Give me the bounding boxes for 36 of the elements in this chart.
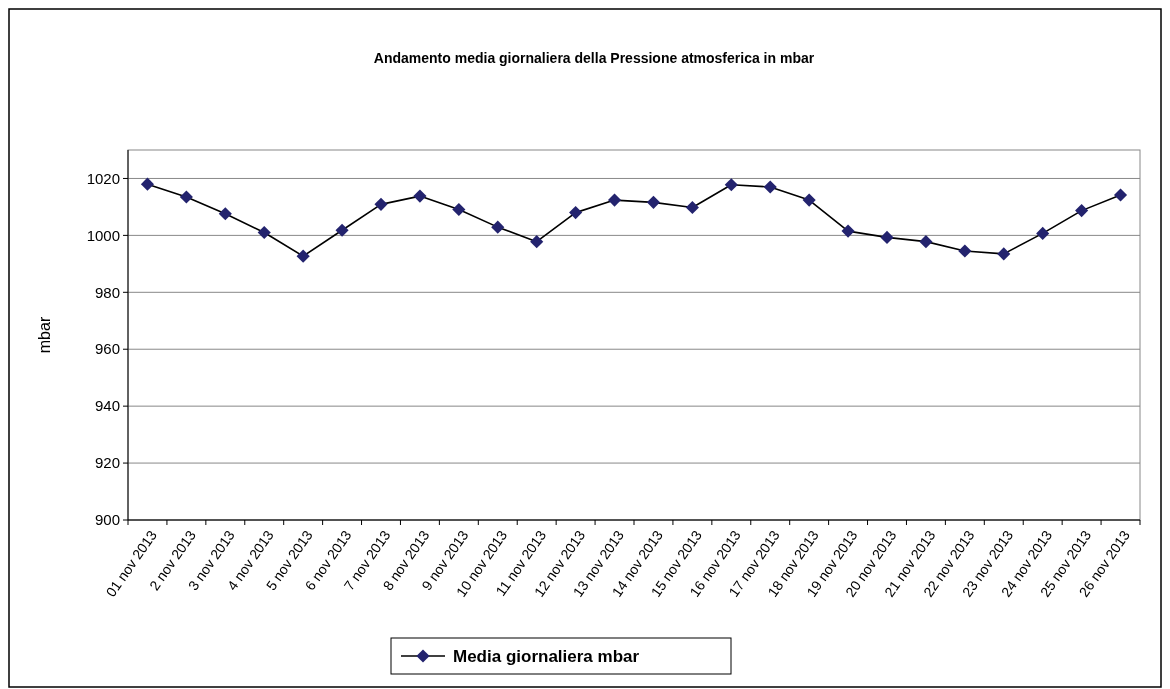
- point: [413, 189, 427, 203]
- point: [296, 249, 310, 263]
- chart-title: Andamento media giornaliera della Pressione atmosferica in mbar: [373, 50, 815, 66]
- point: [140, 177, 155, 191]
- point: [880, 230, 894, 244]
- point: [491, 220, 505, 234]
- legend-label: Media giornaliera mbar: [453, 646, 640, 666]
- point: [724, 178, 738, 192]
- y-tick-label: 960: [94, 340, 120, 358]
- point: [569, 206, 583, 220]
- point: [997, 247, 1011, 261]
- y-tick-label: 980: [94, 283, 120, 301]
- point: [763, 180, 777, 194]
- y-tick-label: 920: [94, 454, 120, 472]
- y-tick-label: 1000: [86, 226, 120, 244]
- point: [374, 197, 388, 211]
- point: [1113, 188, 1128, 202]
- point: [218, 207, 232, 221]
- point: [452, 202, 466, 217]
- point: [179, 190, 193, 204]
- point: [530, 235, 544, 249]
- point: [841, 224, 855, 238]
- point: [919, 235, 933, 249]
- point: [685, 200, 699, 215]
- point: [958, 244, 972, 258]
- point: [646, 195, 661, 209]
- point: [335, 223, 349, 237]
- y-tick-label: 900: [94, 511, 120, 529]
- point: [802, 193, 816, 207]
- point: [1036, 226, 1050, 240]
- y-tick-label: 940: [94, 397, 120, 415]
- point: [257, 225, 271, 240]
- point: [1075, 204, 1089, 218]
- point: [607, 193, 622, 207]
- y-tick-label: 1020: [86, 169, 120, 187]
- y-axis-title: mbar: [36, 316, 53, 354]
